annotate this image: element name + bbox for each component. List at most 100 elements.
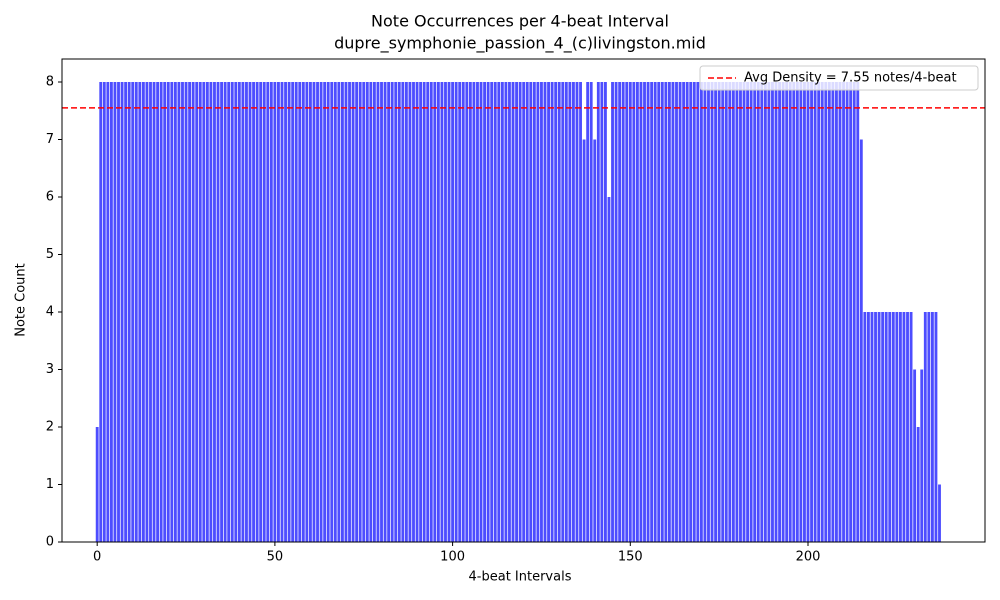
legend-box <box>699 65 979 91</box>
bar <box>895 312 899 542</box>
bar <box>771 82 774 542</box>
bar <box>788 82 792 542</box>
y-tick-label: 6 <box>46 190 54 205</box>
bar <box>497 82 501 542</box>
bar <box>703 82 707 542</box>
bar <box>493 82 497 542</box>
bar <box>781 82 785 542</box>
bar <box>856 82 860 542</box>
bar <box>447 82 451 542</box>
bar <box>739 82 742 542</box>
bar <box>604 82 607 542</box>
bar <box>422 82 426 542</box>
bar <box>756 82 760 542</box>
bar <box>195 82 199 542</box>
bar <box>287 82 291 542</box>
bar <box>127 82 131 542</box>
bar <box>540 82 543 542</box>
bar <box>934 312 938 542</box>
bar <box>191 82 195 542</box>
y-tick-label: 1 <box>46 477 54 492</box>
bar <box>358 82 362 542</box>
bar <box>412 82 415 542</box>
bar <box>248 82 252 542</box>
bar <box>269 82 273 542</box>
bar <box>433 82 437 542</box>
bar <box>735 82 739 542</box>
x-tick-label: 100 <box>440 550 465 565</box>
bar <box>117 82 120 542</box>
bar <box>675 82 678 542</box>
bar <box>241 82 245 542</box>
bar <box>294 82 298 542</box>
bar <box>138 82 142 542</box>
bar <box>102 82 106 542</box>
bar <box>938 484 941 542</box>
bar <box>916 427 920 542</box>
bar <box>891 312 895 542</box>
bar <box>479 82 483 542</box>
bar <box>525 82 529 542</box>
bar <box>554 82 558 542</box>
bar <box>387 82 391 542</box>
bar <box>440 82 444 542</box>
bar <box>184 82 188 542</box>
bar <box>181 82 184 542</box>
bar <box>575 82 579 542</box>
bar <box>504 82 508 542</box>
bar <box>714 82 718 542</box>
bar <box>760 82 764 542</box>
bar <box>785 82 789 542</box>
bar <box>188 82 192 542</box>
bar <box>348 82 351 542</box>
bar <box>415 82 419 542</box>
bar <box>881 312 885 542</box>
bar <box>643 82 646 542</box>
bar <box>316 82 319 542</box>
bar <box>284 82 287 542</box>
bar <box>621 82 625 542</box>
bar <box>813 82 817 542</box>
bar <box>898 312 902 542</box>
bar <box>792 82 796 542</box>
bar <box>611 82 614 542</box>
bar <box>820 82 824 542</box>
bar <box>394 82 398 542</box>
bar <box>159 82 163 542</box>
bar <box>699 82 703 542</box>
bar <box>763 82 767 542</box>
bar <box>572 82 575 542</box>
bar <box>408 82 412 542</box>
bar <box>831 82 835 542</box>
bar <box>156 82 160 542</box>
bar <box>451 82 455 542</box>
bar <box>550 82 554 542</box>
bar <box>664 82 668 542</box>
bar <box>237 82 241 542</box>
bar <box>177 82 181 542</box>
x-tick-label: 150 <box>618 550 643 565</box>
bar <box>305 82 309 542</box>
bar <box>380 82 383 542</box>
bar <box>273 82 277 542</box>
bar <box>913 369 917 542</box>
bar <box>262 82 266 542</box>
bar <box>309 82 312 542</box>
bar <box>508 82 511 542</box>
bar <box>650 82 654 542</box>
bar <box>383 82 387 542</box>
bar <box>355 82 359 542</box>
bar <box>109 82 113 542</box>
bar <box>930 312 934 542</box>
bar <box>376 82 380 542</box>
bar <box>888 312 892 542</box>
bar <box>298 82 302 542</box>
bar <box>312 82 316 542</box>
bar <box>326 82 330 542</box>
y-tick-label: 2 <box>46 420 54 435</box>
bar <box>330 82 334 542</box>
bar <box>444 82 447 542</box>
bar <box>628 82 632 542</box>
bar <box>323 82 327 542</box>
bar <box>746 82 750 542</box>
